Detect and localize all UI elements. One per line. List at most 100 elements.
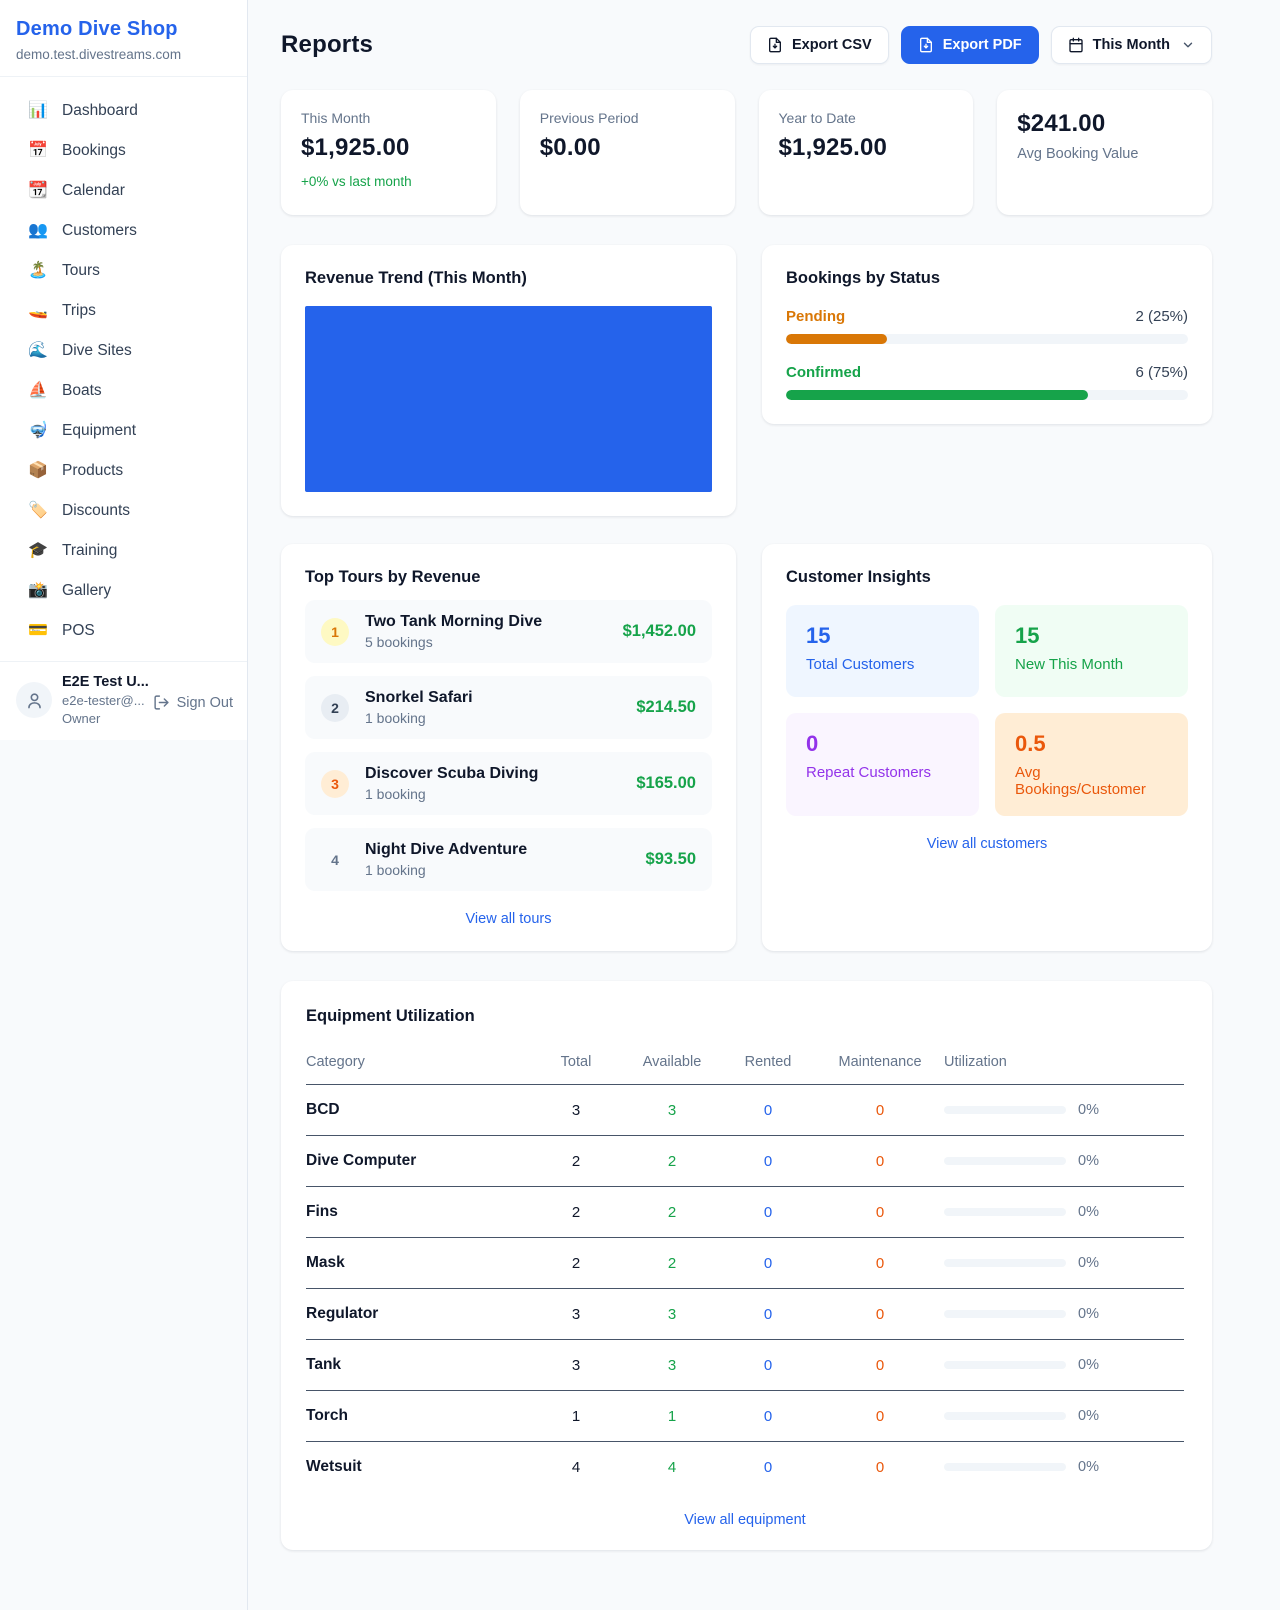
cell-rented: 0: [720, 1288, 816, 1340]
people-icon: 👥: [28, 222, 48, 239]
cell-rented: 0: [720, 1390, 816, 1442]
utilization-percent: 0%: [1078, 1102, 1099, 1118]
user-role: Owner: [62, 711, 101, 726]
tour-row: 2 Snorkel Safari 1 booking $214.50: [305, 676, 712, 739]
cell-maintenance: 0: [875, 1458, 885, 1476]
tour-amount: $93.50: [645, 850, 696, 868]
tag-icon: 🏷️: [28, 502, 48, 519]
cell-rented: 0: [720, 1237, 816, 1289]
table-row: BCD 3 3 0 0 0%: [306, 1084, 1184, 1136]
sidebar-item-dashboard[interactable]: 📊 Dashboard: [0, 91, 247, 131]
col-header-total: Total: [528, 1044, 624, 1085]
page-title: Reports: [281, 31, 374, 58]
col-header-category: Category: [306, 1044, 528, 1085]
view-all-tours-link[interactable]: View all tours: [465, 911, 552, 927]
view-all-customers-link[interactable]: View all customers: [926, 836, 1048, 852]
wave-icon: 🌊: [28, 342, 48, 359]
sidebar-item-label: Equipment: [62, 422, 137, 439]
rank-badge: 3: [321, 769, 349, 798]
period-dropdown[interactable]: This Month: [1050, 26, 1212, 64]
sidebar-item-label: Gallery: [62, 582, 112, 599]
view-all-equipment-link[interactable]: View all equipment: [684, 1512, 806, 1528]
graduation-cap-icon: 🎓: [28, 542, 48, 559]
status-count: 2 (25%): [1135, 308, 1188, 325]
cell-category: Torch: [306, 1390, 528, 1442]
cell-total: 1: [528, 1390, 624, 1442]
cell-available: 1: [624, 1390, 720, 1442]
sidebar-item-label: Training: [62, 542, 118, 559]
sidebar-item-dive-sites[interactable]: 🌊 Dive Sites: [0, 331, 247, 371]
tour-name: Night Dive Adventure: [365, 841, 528, 858]
stat-card-year-to-date: Year to Date $1,925.00: [758, 90, 974, 215]
sidebar-item-bookings[interactable]: 📅 Bookings: [0, 131, 247, 171]
stat-label: This Month: [301, 110, 371, 126]
cell-total: 3: [528, 1339, 624, 1391]
status-bar-track: [786, 390, 1188, 400]
revenue-trend-chart: [305, 306, 712, 492]
cell-maintenance: 0: [816, 1390, 944, 1442]
cell-total: 3: [528, 1288, 624, 1340]
stat-value: $241.00: [1017, 110, 1106, 137]
utilization-bar: [944, 1259, 1066, 1267]
col-header-available: Available: [624, 1044, 720, 1085]
user-box: E2E Test U... e2e-tester@... Owner Sign …: [0, 661, 247, 740]
export-pdf-button[interactable]: Export PDF: [900, 26, 1039, 64]
brand-name: Demo Dive Shop: [16, 18, 178, 40]
utilization-percent: 0%: [1078, 1357, 1099, 1373]
island-icon: 🏝️: [28, 262, 48, 279]
sidebar-item-tours[interactable]: 🏝️ Tours: [0, 251, 247, 291]
sidebar: Demo Dive Shop demo.test.divestreams.com…: [0, 0, 248, 1610]
tour-name: Snorkel Safari: [365, 689, 473, 706]
insight-tile-total-customers: 15 Total Customers: [786, 605, 979, 697]
utilization-percent: 0%: [1078, 1408, 1099, 1424]
cell-category: Fins: [306, 1186, 528, 1238]
cell-total: 2: [528, 1186, 624, 1238]
utilization-bar: [944, 1208, 1066, 1216]
cell-category: Regulator: [306, 1288, 528, 1340]
tour-amount: $214.50: [636, 698, 696, 716]
sidebar-item-label: Boats: [62, 382, 102, 399]
speedboat-icon: 🚤: [28, 302, 48, 319]
table-row: Regulator 3 3 0 0 0%: [306, 1288, 1184, 1340]
sidebar-item-training[interactable]: 🎓 Training: [0, 531, 247, 571]
col-header-rented: Rented: [720, 1044, 816, 1085]
export-csv-label: Export CSV: [791, 37, 872, 53]
user-name: E2E Test U...: [62, 674, 149, 690]
sign-out-button[interactable]: Sign Out: [153, 694, 233, 711]
sidebar-item-boats[interactable]: ⛵ Boats: [0, 371, 247, 411]
cell-rented: 0: [720, 1186, 816, 1238]
tile-label: Repeat Customers: [806, 764, 932, 781]
sidebar-item-products[interactable]: 📦 Products: [0, 451, 247, 491]
tour-amount: $1,452.00: [622, 622, 696, 640]
export-csv-button[interactable]: Export CSV: [749, 26, 889, 64]
sidebar-item-customers[interactable]: 👥 Customers: [0, 211, 247, 251]
status-bar-fill: [786, 334, 887, 344]
insight-tile-repeat-customers: 0 Repeat Customers: [786, 713, 979, 816]
bookings-by-status-card: Bookings by Status Pending 2 (25%) Confi…: [762, 245, 1212, 424]
utilization-percent: 0%: [1078, 1306, 1099, 1322]
sidebar-item-equipment[interactable]: 🤿 Equipment: [0, 411, 247, 451]
tile-value: 0: [806, 731, 819, 756]
sidebar-item-pos[interactable]: 💳 POS: [0, 611, 247, 651]
file-download-icon: [918, 37, 934, 53]
user-avatar-icon: [16, 682, 52, 718]
tour-name: Discover Scuba Diving: [365, 765, 539, 782]
cell-maintenance: 0: [816, 1084, 944, 1136]
cell-available: 2: [624, 1186, 720, 1238]
stat-label: Avg Booking Value: [1017, 146, 1139, 162]
sidebar-item-label: Dashboard: [62, 102, 138, 119]
rank-badge: 2: [321, 693, 349, 722]
stat-card-avg-booking-value: $241.00 Avg Booking Value: [997, 90, 1212, 215]
utilization-bar: [944, 1463, 1066, 1471]
sidebar-item-discounts[interactable]: 🏷️ Discounts: [0, 491, 247, 531]
sidebar-item-label: Products: [62, 462, 124, 479]
cell-total: 2: [528, 1237, 624, 1289]
utilization-bar: [944, 1361, 1066, 1369]
sailboat-icon: ⛵: [28, 382, 48, 399]
sidebar-item-calendar[interactable]: 📆 Calendar: [0, 171, 247, 211]
package-icon: 📦: [28, 462, 48, 479]
sign-out-label: Sign Out: [176, 694, 233, 711]
sidebar-item-gallery[interactable]: 📸 Gallery: [0, 571, 247, 611]
stat-card-previous-period: Previous Period $0.00: [519, 90, 735, 215]
sidebar-item-trips[interactable]: 🚤 Trips: [0, 291, 247, 331]
